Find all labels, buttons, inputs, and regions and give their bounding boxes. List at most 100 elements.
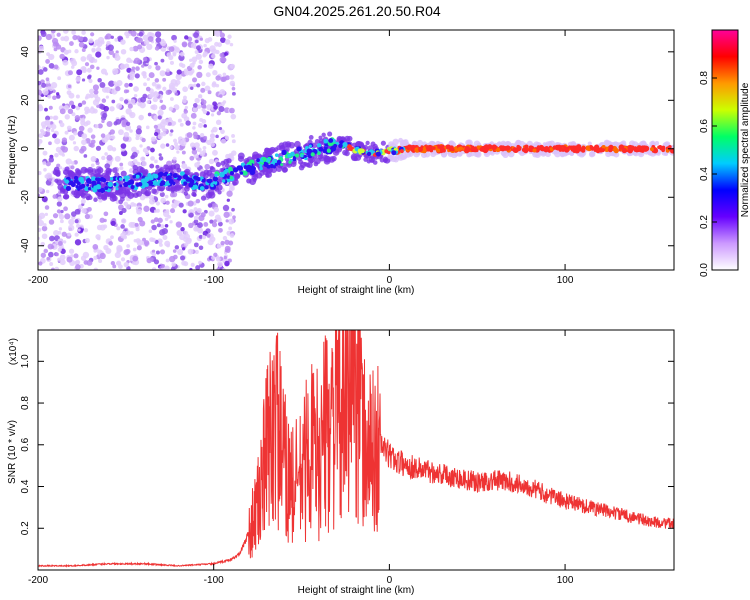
spectrogram-noise-point [120,232,127,239]
spectrogram-noise-point [228,218,235,225]
spectrogram-noise-point [112,264,117,269]
spectrogram-noise-point [175,46,179,51]
spectrogram-noise-point [195,265,201,270]
spectrogram-ridge-point [144,176,150,182]
spectrogram-ridge-point [621,147,628,154]
spectrogram-noise-point [157,109,164,116]
spectrogram-noise-point [174,144,180,151]
spectrogram-ridge-point [193,184,198,188]
spectrogram-noise-point [167,121,172,126]
spectrogram-ridge-point [607,147,613,153]
spectrogram-ridge-point [281,149,287,156]
spectrogram-noise-point [43,167,47,172]
spectrogram-noise-point [135,128,142,135]
spectrogram-noise-point [75,264,81,270]
spectrogram-noise-point [148,198,156,205]
spectrogram-halo-point [665,142,670,147]
spectrogram-noise-point [198,260,202,265]
spectrogram-noise-point [45,189,50,194]
spectrogram-noise-point [172,138,178,143]
spectrogram-noise-point [195,53,202,60]
spectrogram-noise-point [86,55,92,61]
spectrogram-ridge-point [500,145,506,150]
spectrogram-ridge-point [668,145,672,149]
spectrogram-noise-point [136,37,143,44]
spectrogram-noise-point [57,240,63,246]
spectrogram-noise-point [197,104,202,109]
spectrogram-ridge-point [505,145,511,151]
spectrogram-noise-point [226,190,233,197]
spectrogram-noise-point [180,226,185,232]
spectrogram-noise-point [141,64,145,68]
spectrogram-noise-point [93,89,99,95]
spectrogram-noise-point [155,37,162,43]
spectrogram-noise-point [52,115,58,121]
spectrogram-noise-point [145,86,151,92]
spectrogram-ridge-point [665,148,670,153]
spectrogram-halo-point [370,141,376,147]
spectrogram-noise-point [194,249,199,254]
spectrogram-ridge-point [86,183,90,187]
spectrogram-ridge-point [581,146,586,151]
spectrogram-ridge-point [229,175,233,180]
spectrogram-noise-point [193,153,199,159]
spectrogram-ridge-point [652,148,659,154]
spectrogram-ridge-point [256,158,260,163]
spectrogram-noise-point [90,32,95,37]
spectrogram-noise-point [157,115,162,120]
spectrogram-noise-point [62,240,67,244]
spectrogram-noise-point [127,161,133,167]
spectrogram-noise-point [169,71,173,75]
spectrogram-noise-point [164,240,171,247]
spectrogram-ridge-point [399,149,404,154]
spectrogram-halo-point [139,167,145,173]
spectrogram-noise-point [160,197,167,204]
spectrogram-ridge-point [376,151,382,157]
spectrogram-noise-point [220,129,225,135]
spectrogram-noise-point [59,122,65,128]
spectrogram-noise-point [204,163,211,170]
spectrogram-halo-point [184,185,190,192]
spectrogram-x-label: Height of straight line (km) [298,285,415,296]
spectrogram-noise-point [119,166,124,171]
spectrogram-noise-point [219,89,226,96]
snr-x-tick-label: 100 [557,575,574,586]
spectrogram-noise-point [110,235,114,240]
spectrogram-noise-point [159,191,165,198]
spectrogram-noise-point [131,66,136,71]
spectrogram-ridge-point [540,146,546,152]
spectrogram-noise-point [214,41,219,47]
spectrogram-noise-point [196,45,201,51]
spectrogram-noise-point [170,129,174,133]
spectrogram-noise-point [137,44,143,50]
spectrogram-noise-point [155,83,162,90]
spectrogram-noise-point [192,107,198,113]
spectrogram-noise-point [38,139,43,144]
spectrogram-noise-point [125,248,131,255]
spectrogram-ridge-point [564,147,570,153]
spectrogram-noise-point [110,220,116,226]
spectrogram-ridge-point [618,145,623,150]
spectrogram-ridge-point [221,179,226,183]
spectrogram-noise-point [156,223,161,228]
spectrogram-noise-point [224,39,231,45]
spectrogram-frame [37,29,675,271]
spectrogram-noise-point [132,247,137,252]
spectrogram-ridge-point [585,145,591,151]
spectrogram-halo-point [399,139,406,147]
spectrogram-halo-point [55,172,61,177]
spectrogram-noise-point [38,89,43,96]
spectrogram-noise-point [38,193,41,198]
spectrogram-noise-point [197,222,203,229]
spectrogram-noise-point [138,114,144,121]
spectrogram-noise-point [210,113,215,117]
spectrogram-noise-point [59,53,65,60]
spectrogram-noise-point [80,255,87,261]
spectrogram-ridge-point [532,148,537,153]
spectrogram-noise-point [46,256,51,261]
spectrogram-noise-point [60,36,65,42]
spectrogram-noise-point [47,94,52,99]
spectrogram-ridge-point [165,181,170,186]
spectrogram-noise-point [191,77,198,83]
spectrogram-noise-point [127,103,133,109]
